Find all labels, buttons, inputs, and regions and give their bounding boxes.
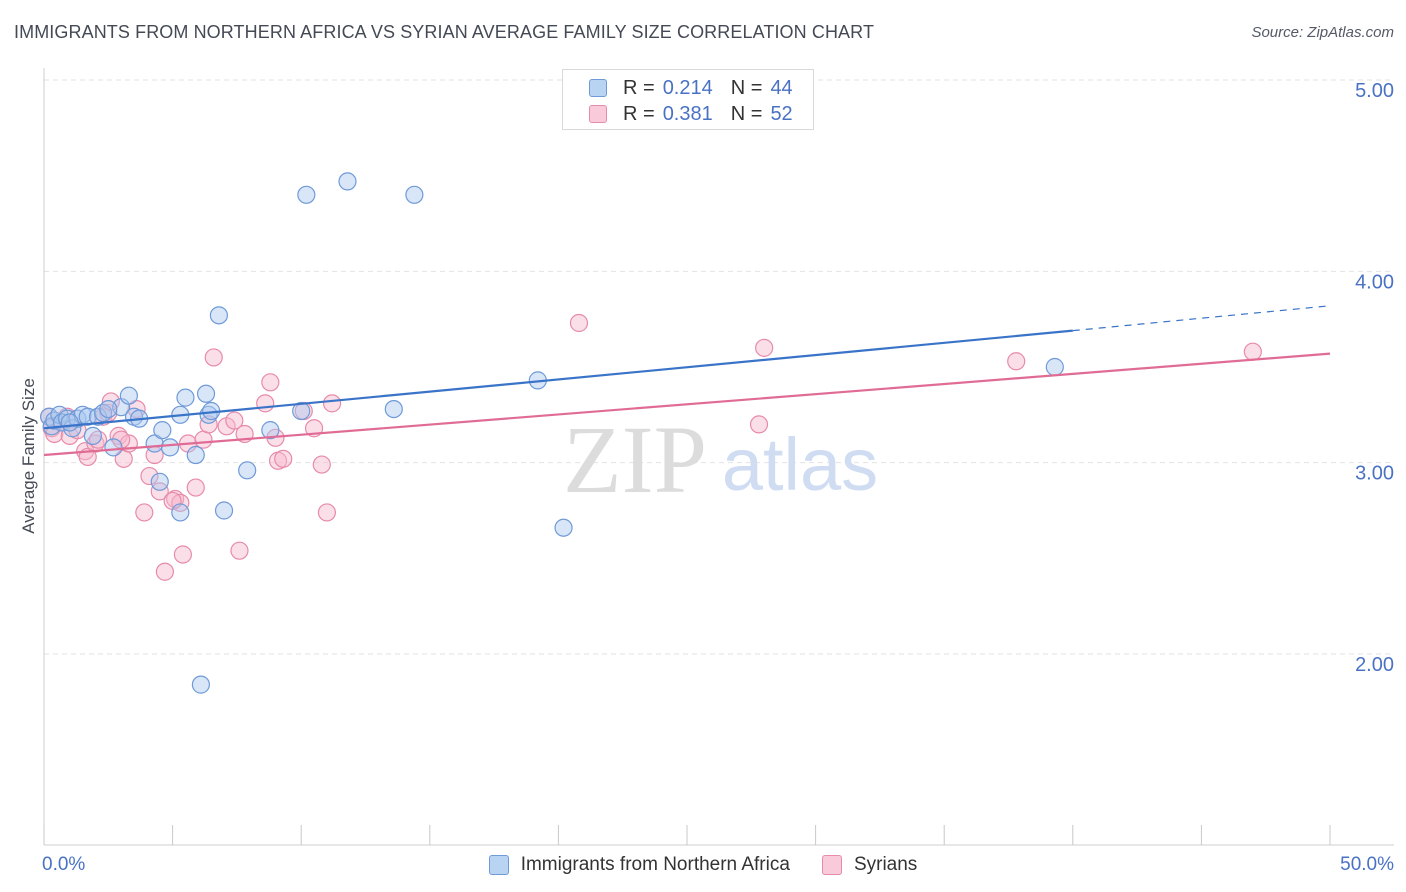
legend-label: Syrians (853, 854, 918, 875)
trend-lines (43, 305, 1331, 457)
northern-africa-trend-extension (1072, 305, 1331, 332)
northern-africa-point (171, 503, 190, 522)
northern-africa-point (384, 399, 403, 419)
northern-africa-point (196, 384, 216, 403)
syrians-point (749, 415, 769, 434)
y-tick-label: 3.00 (1355, 463, 1394, 485)
gridlines (44, 79, 1394, 655)
northern-africa-point (83, 426, 102, 445)
legend-row-northern-africa: R = 0.214 N = 44 (589, 76, 793, 100)
syrians-point (312, 455, 331, 474)
syrians-point (135, 503, 154, 522)
correlation-legend: R = 0.214 N = 44 R = 0.381 N = 52 (562, 69, 814, 130)
syrians-trend-line (43, 352, 1331, 457)
watermark-zip: ZIP (563, 406, 707, 513)
series-legend: Immigrants from Northern Africa Syrians (0, 851, 1406, 879)
legend-swatch-pink (821, 855, 842, 875)
legend-n-value: 52 (770, 102, 793, 125)
northern-africa-point (99, 399, 118, 419)
northern-africa-point (145, 434, 164, 453)
syrians-point (150, 482, 169, 501)
northern-africa-point (238, 461, 257, 480)
northern-africa-point (209, 306, 228, 325)
syrians-point (274, 449, 293, 468)
northern-africa-point (338, 172, 357, 191)
syrians-point (140, 466, 159, 486)
northern-africa-point (554, 518, 573, 537)
legend-swatch-blue (488, 855, 509, 875)
northern-africa-point (160, 438, 180, 457)
northern-africa-trend-line (43, 329, 1073, 430)
syrians-point (569, 313, 589, 333)
northern-africa-point (150, 472, 169, 491)
northern-africa-point (119, 386, 138, 405)
northern-africa-point (292, 401, 311, 421)
watermark-atlas: atlas (722, 423, 878, 506)
legend-n-label: N = (730, 102, 763, 125)
y-tick-label: 2.00 (1355, 654, 1394, 676)
syrians-point (155, 562, 174, 581)
northern-africa-point (214, 501, 234, 520)
legend-swatch-pink (589, 105, 607, 123)
syrians-point (186, 478, 205, 497)
legend-n-value: 44 (770, 76, 793, 99)
syrians-point (204, 348, 223, 367)
legend-swatch-blue (589, 79, 607, 97)
northern-africa-point (186, 445, 205, 465)
northern-africa-point (78, 407, 97, 426)
northern-africa-point (261, 421, 280, 440)
northern-africa-point (153, 421, 172, 440)
y-tick-label: 4.00 (1355, 271, 1394, 293)
northern-africa-point (297, 185, 316, 204)
legend-r-label: R = (623, 102, 655, 125)
source-credit: Source: ZipAtlas.com (1251, 24, 1394, 41)
northern-africa-point (191, 675, 210, 694)
legend-item-northern-africa[interactable]: Immigrants from Northern Africa (488, 854, 790, 876)
legend-item-syrians[interactable]: Syrians (821, 854, 918, 876)
syrians-point (173, 545, 192, 564)
legend-r-label: R = (623, 76, 655, 99)
axes: 2.00 3.00 4.00 5.00 (43, 68, 1394, 846)
syrians-point (1007, 352, 1026, 371)
x-tick-label-min: 0.0% (42, 854, 85, 875)
legend-r-value: 0.214 (662, 76, 713, 99)
syrians-point (317, 503, 337, 522)
y-tick-label: 5.00 (1355, 80, 1394, 102)
syrians-point (230, 541, 249, 560)
legend-label: Immigrants from Northern Africa (520, 854, 790, 875)
legend-row-syrians: R = 0.381 N = 52 (589, 102, 793, 126)
northern-africa-point (104, 438, 123, 457)
y-axis-label: Average Family Size (19, 378, 38, 534)
syrians-point (256, 394, 275, 413)
syrians-point (1243, 342, 1262, 361)
watermark: ZIP atlas (563, 406, 878, 513)
legend-n-label: N = (730, 76, 763, 99)
syrians-point (322, 394, 342, 413)
syrians-point (199, 415, 218, 434)
northern-africa-point (1045, 357, 1064, 377)
syrians-point (261, 373, 280, 392)
legend-r-value: 0.381 (662, 102, 713, 125)
northern-africa-point (405, 185, 424, 204)
northern-africa-points (40, 172, 1064, 694)
syrians-point (225, 411, 244, 430)
syrians-point (755, 338, 774, 357)
syrians-point (194, 430, 213, 449)
northern-africa-point (60, 413, 79, 432)
x-tick-label-max: 50.0% (1340, 854, 1394, 875)
chart-title: IMMIGRANTS FROM NORTHERN AFRICA VS SYRIA… (14, 22, 875, 42)
northern-africa-point (176, 388, 195, 407)
